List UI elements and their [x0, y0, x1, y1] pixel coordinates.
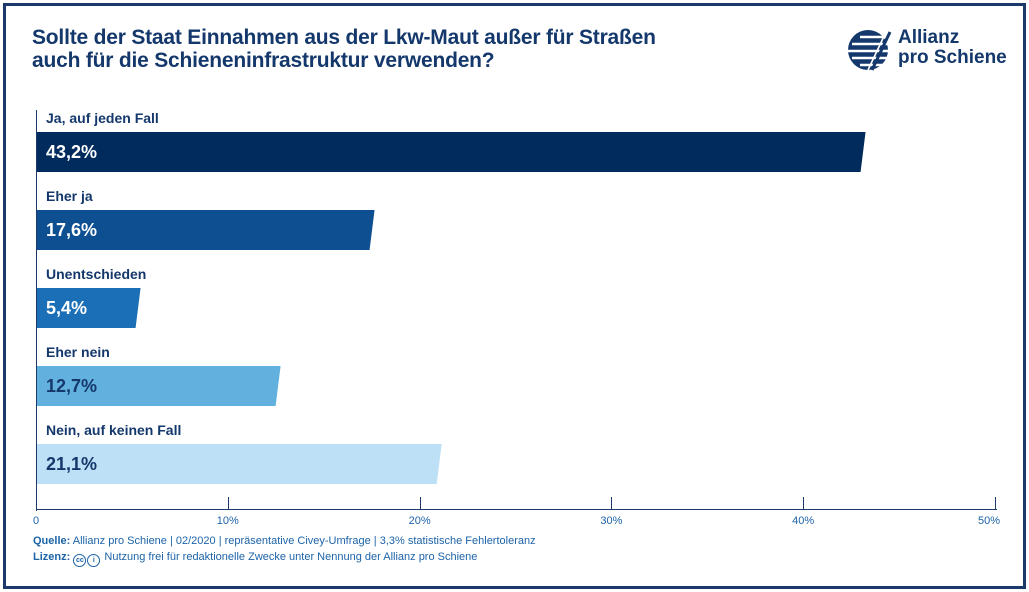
x-tick-label: 20% — [408, 515, 431, 527]
source-text: Allianz pro Schiene | 02/2020 | repräsen… — [72, 535, 536, 547]
x-axis-line — [36, 509, 997, 510]
x-tick — [611, 497, 613, 510]
bar-value-label: 21,1% — [46, 454, 98, 474]
license-label: Lizenz: — [33, 551, 71, 563]
category-label: Eher ja — [46, 188, 93, 204]
x-tick-label: 0 — [32, 515, 40, 527]
bar-value-label: 5,4% — [46, 298, 88, 318]
chart-title: Sollte der Staat Einnahmen aus der Lkw-M… — [32, 26, 792, 72]
allianz-pro-schiene-logo: Allianz pro Schiene — [840, 26, 1010, 76]
category-label: Unentschieden — [46, 266, 147, 282]
source-label: Quelle: — [33, 535, 71, 547]
title-line-1: Sollte der Staat Einnahmen aus der Lkw-M… — [32, 26, 656, 49]
license-text: Nutzung frei für redaktionelle Zwecke un… — [104, 551, 478, 563]
x-tick-label: 10% — [216, 515, 239, 527]
bar-value-label: 17,6% — [46, 220, 98, 240]
bar — [37, 444, 442, 484]
x-tick — [803, 497, 805, 510]
bar-value-label: 43,2% — [46, 142, 98, 162]
x-tick — [419, 497, 421, 510]
cc-icon: cc — [73, 554, 87, 567]
category-label: Ja, auf jeden Fall — [46, 110, 159, 126]
category-label: Nein, auf keinen Fall — [46, 422, 182, 438]
logo-text: Allianz pro Schiene — [898, 28, 1007, 68]
logo-mark-icon — [848, 30, 894, 71]
chart-frame — [3, 3, 1026, 589]
bar-value-label: 12,7% — [46, 376, 98, 396]
y-axis-line — [36, 110, 37, 511]
category-label: Eher nein — [46, 344, 110, 360]
bar — [37, 288, 141, 328]
bar — [37, 132, 866, 172]
x-tick — [995, 497, 996, 510]
x-tick-label: 30% — [600, 515, 623, 527]
x-tick-label: 50% — [977, 515, 1001, 527]
license-line: Lizenz: cc i Nutzung frei für redaktionel… — [33, 551, 477, 567]
x-tick-label: 40% — [792, 515, 815, 527]
source-line: Quelle: Allianz pro Schiene | 02/2020 | … — [33, 535, 536, 547]
x-tick — [227, 497, 229, 510]
bar — [37, 210, 375, 250]
bar — [37, 366, 281, 406]
logo-line-1: Allianz — [898, 27, 960, 48]
by-icon: i — [87, 554, 101, 567]
bar-chart: Ja, auf jeden Fall 43,2% Eher ja 17,6% Unent… — [32, 110, 1001, 527]
title-line-2: auch für die Schieneninfrastruktur verwe… — [32, 49, 495, 72]
logo-line-2: pro Schiene — [898, 47, 1007, 68]
x-tick — [36, 497, 37, 510]
